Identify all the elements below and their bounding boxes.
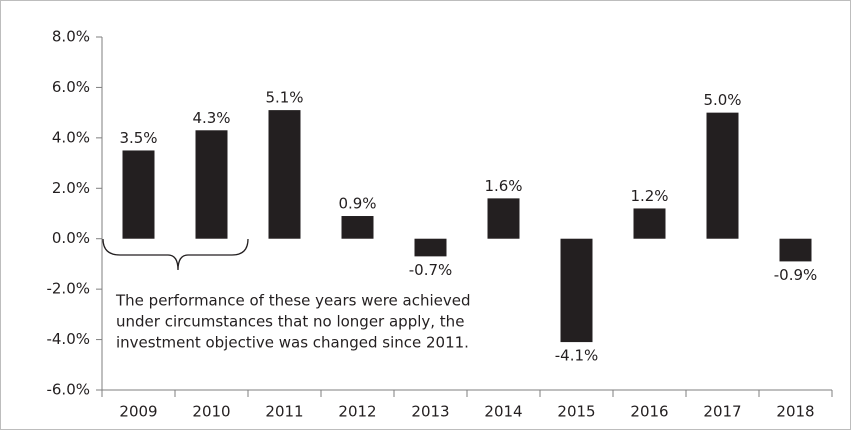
value-label: 4.3% [192,109,230,127]
y-tick-label: 0.0% [52,229,90,247]
bar [195,130,228,239]
y-tick-label: 2.0% [52,179,90,197]
y-tick-label: -6.0% [46,381,90,399]
annotation: under circumstances that no longer apply… [116,313,464,331]
value-label: 3.5% [119,129,157,147]
value-label: 0.9% [338,195,376,213]
x-tick-label: 2016 [630,403,668,421]
x-tick-label: 2010 [192,403,230,421]
y-tick-label: -4.0% [46,330,90,348]
x-tick-label: 2009 [119,403,157,421]
value-label: -4.1% [555,347,599,365]
y-tick-label: 8.0% [52,28,90,46]
bar [122,150,155,239]
bar [633,208,666,239]
value-label: -0.9% [774,266,818,284]
value-label: 1.2% [630,187,668,205]
bar [341,216,374,239]
annotation: The performance of these years were achi… [115,292,471,310]
bar [414,238,447,257]
x-tick-label: 2011 [265,403,303,421]
value-label: 1.6% [484,177,522,195]
y-tick-label: -2.0% [46,280,90,298]
value-label: -0.7% [409,261,453,279]
x-tick-label: 2012 [338,403,376,421]
annotation: investment objective was changed since 2… [116,334,469,352]
y-tick-label: 6.0% [52,78,90,96]
x-tick-label: 2013 [411,403,449,421]
x-tick-label: 2017 [703,403,741,421]
value-label: 5.0% [703,91,741,109]
bar [268,110,301,239]
bar [779,238,812,262]
x-tick-label: 2014 [484,403,522,421]
y-tick-label: 4.0% [52,128,90,146]
x-tick-label: 2015 [557,403,595,421]
bar [487,198,520,239]
bar [706,112,739,239]
value-label: 5.1% [265,89,303,107]
bracket [102,238,249,271]
bar [560,238,593,343]
x-tick-label: 2018 [776,403,814,421]
